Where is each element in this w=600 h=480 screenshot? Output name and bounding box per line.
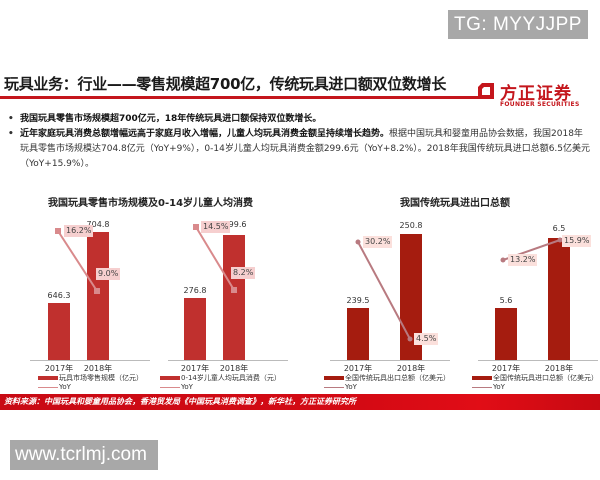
- x-label-2018: 2018年: [396, 364, 426, 373]
- legend-item-line: YoY: [38, 383, 143, 392]
- page-title: 玩具业务：行业——零售规模超700亿，传统玩具进口额双位数增长: [4, 75, 447, 93]
- x-label-2018: 2018年: [544, 364, 574, 373]
- legend-label: 玩具市场零售规模（亿元）: [59, 374, 143, 382]
- legend: 0-14岁儿童人均玩具消费（元） YoY: [160, 374, 281, 392]
- legend-label: 0-14岁儿童人均玩具消费（元）: [181, 374, 281, 382]
- legend-label: 全国传统玩具出口总额（亿美元）: [345, 374, 450, 382]
- x-axis: [478, 360, 598, 361]
- legend-item-bar: 玩具市场零售规模（亿元）: [38, 374, 143, 383]
- yoy-label-2017: 14.5%: [201, 221, 231, 233]
- legend-label: YoY: [345, 383, 357, 391]
- logo-text-en: FOUNDER SECURITIES: [500, 101, 580, 108]
- chart-retail-market: 646.3 704.8 16.2% 9.0% 2017年 2018年 玩具市场零…: [30, 215, 160, 391]
- bullet-item: 我国玩具零售市场规模超700亿元，18年传统玩具进口额保持双位数增长。: [6, 112, 591, 127]
- yoy-label-2017: 16.2%: [64, 225, 94, 237]
- title-divider: [0, 96, 486, 99]
- x-axis: [330, 360, 450, 361]
- bullet-text: 根据中国玩具和婴童用品协会数据，我国2018年玩具零售市场规模达704.8亿元（…: [20, 129, 591, 169]
- logo-mark-icon: [478, 83, 494, 99]
- bar-2018: [87, 232, 109, 360]
- legend-item-line: YoY: [160, 383, 281, 392]
- legend-line: [38, 386, 58, 388]
- chart-group-title-left: 我国玩具零售市场规模及0-14岁儿童人均消费: [48, 198, 254, 209]
- watermark-top: TG: MYYJJPP: [448, 10, 588, 39]
- legend-item-bar: 0-14岁儿童人均玩具消费（元）: [160, 374, 281, 383]
- legend-item-line: YoY: [324, 383, 450, 392]
- legend-label: YoY: [59, 383, 71, 391]
- bar-value-2017: 239.5: [346, 296, 370, 305]
- watermark-bottom: www.tcrlmj.com: [10, 440, 158, 470]
- legend: 全国传统玩具进口总额（亿美元） YoY: [472, 374, 598, 392]
- yoy-label-2018: 8.2%: [231, 267, 256, 279]
- bar-2018: [223, 235, 245, 360]
- bar-value-2017: 5.6: [499, 296, 513, 305]
- yoy-label-2018: 15.9%: [562, 235, 592, 247]
- legend-item-bar: 全国传统玩具进口总额（亿美元）: [472, 374, 598, 383]
- bar-2017: [495, 308, 517, 360]
- x-label-2018: 2018年: [83, 364, 113, 373]
- legend-item-line: YoY: [472, 383, 598, 392]
- x-axis: [168, 360, 288, 361]
- bullet-item: 近年家庭玩具消费总额增幅远高于家庭月收入增幅，儿童人均玩具消费金额呈持续增长趋势…: [6, 127, 591, 172]
- legend-line: [324, 386, 344, 388]
- bar-value-2018: 704.8: [86, 220, 110, 229]
- bar-value-2017: 276.8: [183, 286, 207, 295]
- x-label-2018: 2018年: [219, 364, 249, 373]
- legend: 玩具市场零售规模（亿元） YoY: [38, 374, 143, 392]
- x-label-2017: 2017年: [180, 364, 210, 373]
- legend-line: [160, 386, 180, 388]
- yoy-label-2018: 9.0%: [96, 268, 121, 280]
- chart-per-capita-spend: 276.8 299.6 14.5% 8.2% 2017年 2018年 0-14岁…: [160, 215, 298, 391]
- logo-text-cn: 方正证券: [500, 84, 572, 104]
- legend-label: 全国传统玩具进口总额（亿美元）: [493, 374, 598, 382]
- summary-bullets: 我国玩具零售市场规模超700亿元，18年传统玩具进口额保持双位数增长。 近年家庭…: [6, 112, 591, 172]
- legend-swatch: [324, 376, 344, 380]
- bar-2017: [184, 298, 206, 360]
- bar-value-2017: 646.3: [47, 291, 71, 300]
- chart-import-total: 5.6 6.5 13.2% 15.9% 2017年 2018年 全国传统玩具进口…: [472, 215, 600, 391]
- legend-swatch: [472, 376, 492, 380]
- legend-swatch: [160, 376, 180, 380]
- bullet-strong: 近年家庭玩具消费总额增幅远高于家庭月收入增幅，儿童人均玩具消费金额呈持续增长趋势…: [20, 129, 390, 139]
- source-text: 资料来源：中国玩具和婴童用品协会，香港贸发局《中国玩具消费调查》，新华社，方正证…: [4, 397, 356, 406]
- x-axis: [30, 360, 150, 361]
- chart-group-title-right: 我国传统玩具进出口总额: [400, 198, 510, 209]
- bar-2018: [548, 238, 570, 360]
- x-label-2017: 2017年: [44, 364, 74, 373]
- x-label-2017: 2017年: [491, 364, 521, 373]
- legend-label: YoY: [181, 383, 193, 391]
- yoy-label-2018: 4.5%: [414, 333, 439, 345]
- bar-2017: [347, 308, 369, 360]
- founder-logo: 方正证券 FOUNDER SECURITIES: [476, 79, 600, 115]
- yoy-label-2017: 30.2%: [363, 236, 393, 248]
- bar-value-2018: 250.8: [399, 221, 423, 230]
- bar-2017: [48, 303, 70, 360]
- chart-export-total: 239.5 250.8 30.2% 4.5% 2017年 2018年 全国传统玩…: [324, 215, 460, 391]
- legend: 全国传统玩具出口总额（亿美元） YoY: [324, 374, 450, 392]
- source-bar: 资料来源：中国玩具和婴童用品协会，香港贸发局《中国玩具消费调查》，新华社，方正证…: [0, 394, 600, 410]
- x-label-2017: 2017年: [343, 364, 373, 373]
- legend-swatch: [38, 376, 58, 380]
- legend-item-bar: 全国传统玩具出口总额（亿美元）: [324, 374, 450, 383]
- bar-value-2018: 299.6: [223, 220, 247, 229]
- yoy-label-2017: 13.2%: [508, 254, 538, 266]
- bullet-strong: 我国玩具零售市场规模超700亿元，18年传统玩具进口额保持双位数增长。: [20, 114, 322, 124]
- legend-line: [472, 386, 492, 388]
- bar-value-2018: 6.5: [552, 224, 566, 233]
- legend-label: YoY: [493, 383, 505, 391]
